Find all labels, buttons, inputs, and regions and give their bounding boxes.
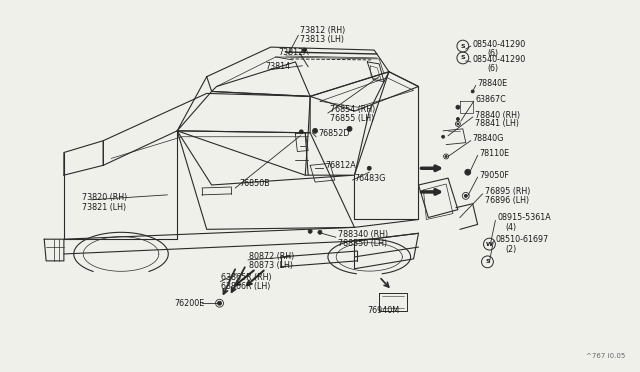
Text: 08540-41290: 08540-41290 xyxy=(473,40,526,49)
Text: 73812 (RH): 73812 (RH) xyxy=(300,26,346,35)
Circle shape xyxy=(456,105,460,109)
Text: 63866R (LH): 63866R (LH) xyxy=(221,282,271,291)
Text: 78840E: 78840E xyxy=(477,79,508,88)
Text: S: S xyxy=(461,44,465,49)
Text: 76483G: 76483G xyxy=(355,174,386,183)
Text: (2): (2) xyxy=(505,244,516,254)
Text: 73821 (LH): 73821 (LH) xyxy=(82,203,125,212)
Text: 73812A: 73812A xyxy=(278,48,309,57)
Circle shape xyxy=(464,195,467,197)
Circle shape xyxy=(218,301,221,305)
Text: 76896 (LH): 76896 (LH) xyxy=(484,196,529,205)
Text: 76850B: 76850B xyxy=(239,179,270,187)
Text: 73820 (RH): 73820 (RH) xyxy=(82,193,127,202)
Circle shape xyxy=(302,48,306,52)
Text: 76940M: 76940M xyxy=(367,306,399,315)
Circle shape xyxy=(442,135,445,138)
Text: 73813 (LH): 73813 (LH) xyxy=(300,35,344,44)
Circle shape xyxy=(471,90,474,93)
Text: 76200E: 76200E xyxy=(174,299,204,308)
Text: 73814: 73814 xyxy=(266,62,291,71)
Circle shape xyxy=(445,155,447,157)
Text: 08510-61697: 08510-61697 xyxy=(495,235,548,244)
Text: 76854 (RH): 76854 (RH) xyxy=(330,105,375,114)
Circle shape xyxy=(457,123,459,125)
Text: S: S xyxy=(461,55,465,60)
Text: 76895 (RH): 76895 (RH) xyxy=(484,187,530,196)
Text: 76812A: 76812A xyxy=(325,161,356,170)
Text: 76852D: 76852D xyxy=(318,129,349,138)
Circle shape xyxy=(465,169,470,175)
Circle shape xyxy=(318,230,322,234)
Circle shape xyxy=(300,130,303,134)
Circle shape xyxy=(308,230,312,233)
Text: (6): (6) xyxy=(488,48,499,58)
Text: 63865R (RH): 63865R (RH) xyxy=(221,273,272,282)
Text: S: S xyxy=(485,259,490,264)
Text: 788340 (RH): 788340 (RH) xyxy=(338,230,388,239)
Text: (6): (6) xyxy=(488,64,499,73)
Text: 80873 (LH): 80873 (LH) xyxy=(249,261,293,270)
Text: 63867C: 63867C xyxy=(476,95,506,104)
Text: 78841 (LH): 78841 (LH) xyxy=(475,119,518,128)
Text: 08540-41290: 08540-41290 xyxy=(473,55,526,64)
Circle shape xyxy=(367,166,371,170)
Text: ^767 i0.05: ^767 i0.05 xyxy=(586,353,625,359)
Text: 79050F: 79050F xyxy=(479,171,509,180)
Circle shape xyxy=(456,118,460,121)
Text: W: W xyxy=(486,242,493,247)
Text: 80872 (RH): 80872 (RH) xyxy=(249,253,294,262)
Text: 788350 (LH): 788350 (LH) xyxy=(338,238,387,248)
Text: 78840 (RH): 78840 (RH) xyxy=(475,110,520,119)
Circle shape xyxy=(312,128,317,133)
Text: (4): (4) xyxy=(505,223,516,232)
Text: 76855 (LH): 76855 (LH) xyxy=(330,113,374,122)
Circle shape xyxy=(347,126,352,131)
Text: 78110E: 78110E xyxy=(479,149,509,158)
Text: 08915-5361A: 08915-5361A xyxy=(497,213,551,222)
Text: 78840G: 78840G xyxy=(473,134,504,143)
